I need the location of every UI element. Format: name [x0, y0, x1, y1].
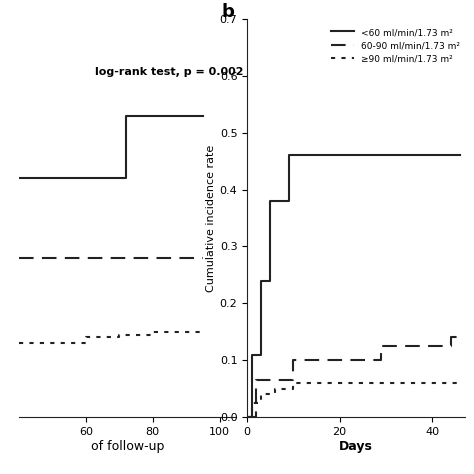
Text: b: b — [221, 3, 234, 21]
X-axis label: of follow-up: of follow-up — [91, 439, 164, 453]
Y-axis label: Cumulative incidence rate: Cumulative incidence rate — [206, 145, 216, 292]
Text: log-rank test, p = 0.002: log-rank test, p = 0.002 — [95, 67, 244, 77]
X-axis label: Days: Days — [339, 439, 373, 453]
Legend: <60 ml/min/1.73 m², 60-90 ml/min/1.73 m², ≥90 ml/min/1.73 m²: <60 ml/min/1.73 m², 60-90 ml/min/1.73 m²… — [331, 27, 460, 64]
